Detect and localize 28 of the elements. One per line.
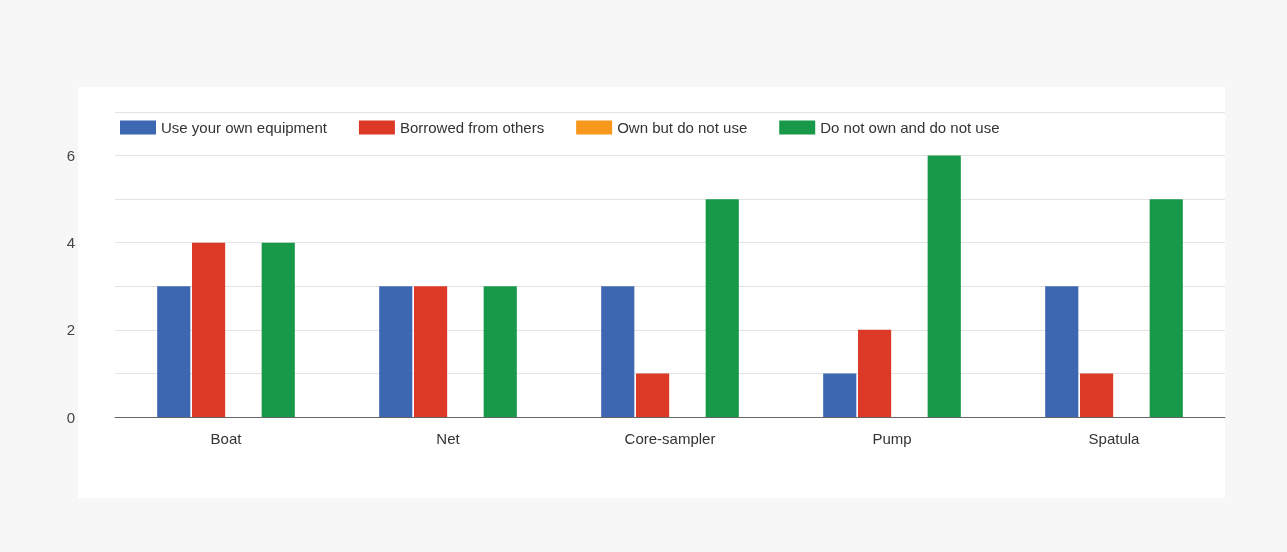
- y-tick-label: 0: [66, 408, 75, 426]
- bar: [1045, 286, 1079, 417]
- bar: [379, 286, 413, 417]
- bar: [705, 199, 739, 417]
- bar: [858, 329, 892, 417]
- bar: [636, 373, 670, 417]
- y-tick-label: 6: [66, 147, 75, 165]
- bar: [414, 286, 448, 417]
- x-tick-label: Net: [436, 430, 461, 447]
- bar: [927, 155, 961, 417]
- bar: [261, 242, 295, 417]
- legend-label: Own but do not use: [617, 119, 748, 136]
- legend-label: Use your own equipment: [161, 119, 328, 136]
- x-tick-label: Spatula: [1088, 430, 1141, 447]
- bar: [483, 286, 517, 417]
- y-tick-label: 2: [66, 321, 75, 339]
- legend-label: Do not own and do not use: [820, 119, 1000, 136]
- legend-label: Borrowed from others: [399, 119, 545, 136]
- y-tick-label: 4: [66, 234, 75, 252]
- x-tick-label: Boat: [210, 430, 243, 447]
- bar: [192, 242, 226, 417]
- bar: [823, 373, 857, 417]
- x-tick-label: Core-sampler: [624, 430, 716, 447]
- bar: [601, 286, 635, 417]
- x-tick-label: Pump: [872, 430, 912, 447]
- bar: [157, 286, 191, 417]
- bar: [1149, 199, 1183, 417]
- bar: [1080, 373, 1114, 417]
